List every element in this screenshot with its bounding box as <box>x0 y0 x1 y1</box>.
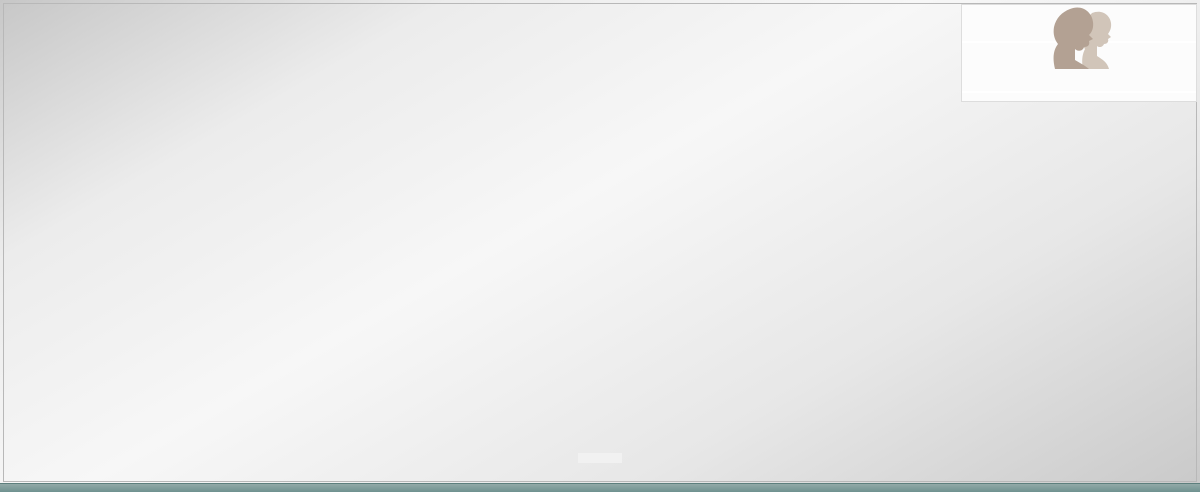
legend-strip <box>578 453 622 463</box>
logo-divider-line <box>962 91 1196 93</box>
hanau-logo <box>961 4 1197 102</box>
grimm-brothers-silhouette-icon <box>1053 7 1112 69</box>
bottom-accent-bar <box>0 483 1200 492</box>
chart-legend <box>0 453 1200 463</box>
